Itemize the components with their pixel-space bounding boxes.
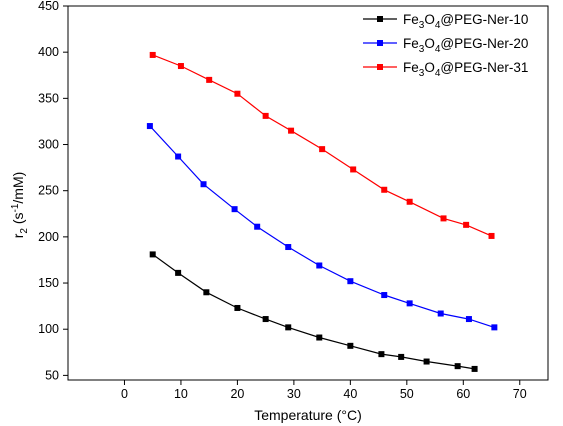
data-point — [319, 146, 326, 153]
data-point — [465, 316, 472, 323]
legend-label-post: @PEG-Ner-20 — [440, 36, 528, 51]
data-point — [437, 310, 444, 317]
y-axis-title-pre: (s — [10, 213, 26, 229]
x-axis-title: Temperature (°C) — [254, 407, 362, 423]
series-3 — [149, 51, 495, 239]
x-tick-label: 40 — [343, 387, 357, 401]
data-point — [406, 300, 413, 307]
data-point — [288, 127, 295, 134]
series-line — [152, 253, 475, 370]
data-point — [149, 251, 156, 258]
legend-label-mid: O — [424, 60, 435, 75]
data-point — [234, 90, 241, 97]
data-point — [381, 186, 388, 193]
data-point — [285, 324, 292, 331]
data-point — [406, 198, 413, 205]
series-1 — [149, 251, 478, 372]
data-point — [440, 215, 447, 222]
data-point — [200, 181, 207, 188]
legend-label-s2: 4 — [435, 44, 441, 55]
data-point — [381, 292, 388, 299]
legend-label-pre: Fe — [403, 36, 419, 51]
legend-label-s1: 3 — [419, 20, 425, 31]
legend-label-s2: 4 — [435, 20, 441, 31]
y-axis-title: r2 (s-1/mM) — [10, 172, 30, 239]
legend-label: Fe3O4@PEG-Ner-31 — [403, 60, 528, 79]
data-point — [146, 123, 153, 130]
legend-entry: Fe3O4@PEG-Ner-31 — [363, 60, 528, 79]
legend-label: Fe3O4@PEG-Ner-20 — [403, 36, 528, 55]
legend-label-pre: Fe — [403, 60, 419, 75]
plot-frame — [67, 5, 549, 381]
series-2 — [146, 123, 498, 331]
y-tick-label: 250 — [38, 184, 59, 198]
legend-label-post: @PEG-Ner-10 — [440, 12, 528, 27]
legend-label-s2: 4 — [435, 68, 441, 79]
data-point — [398, 353, 405, 360]
legend-entry: Fe3O4@PEG-Ner-20 — [363, 36, 528, 55]
x-tick-label: 30 — [287, 387, 301, 401]
data-point — [378, 351, 385, 358]
legend-label-s1: 3 — [419, 68, 425, 79]
x-tick-label: 10 — [174, 387, 188, 401]
y-tick-label: 150 — [38, 276, 59, 290]
y-axis-title-sub: 2 — [19, 228, 30, 234]
data-point — [234, 304, 241, 311]
x-tick-label: 0 — [121, 387, 128, 401]
data-point — [491, 324, 498, 331]
legend-label-post: @PEG-Ner-31 — [440, 60, 528, 75]
x-tick-label: 70 — [513, 387, 527, 401]
y-axis-title-sup: -1 — [10, 203, 21, 212]
legend-label: Fe3O4@PEG-Ner-10 — [403, 12, 528, 31]
data-point — [350, 166, 357, 173]
data-point — [175, 269, 182, 276]
data-point — [177, 63, 184, 70]
data-point — [347, 278, 354, 285]
y-axis-title-base: r — [10, 233, 26, 238]
data-point — [471, 365, 478, 372]
series-line — [149, 125, 495, 328]
legend-label-mid: O — [424, 36, 435, 51]
data-point — [347, 342, 354, 349]
legend-entry: Fe3O4@PEG-Ner-10 — [363, 12, 528, 31]
data-point — [316, 262, 323, 269]
data-point — [285, 244, 292, 251]
legend-label-mid: O — [424, 12, 435, 27]
y-tick-label: 400 — [38, 45, 59, 59]
legend-marker — [377, 64, 383, 70]
y-tick-label: 100 — [38, 322, 59, 336]
data-point — [454, 363, 461, 370]
data-point — [254, 223, 261, 230]
legend-marker — [377, 16, 383, 22]
data-point — [488, 232, 495, 239]
y-tick-label: 300 — [38, 138, 59, 152]
y-tick-label: 50 — [45, 368, 59, 382]
data-point — [231, 206, 238, 213]
y-tick-label: 450 — [38, 0, 59, 13]
legend-label-s1: 3 — [419, 44, 425, 55]
data-point — [206, 76, 213, 83]
data-point — [262, 112, 269, 119]
data-point — [262, 316, 269, 323]
y-tick-label: 200 — [38, 230, 59, 244]
data-point — [463, 221, 470, 228]
data-point — [149, 51, 156, 58]
y-tick-label: 350 — [38, 91, 59, 105]
series-line — [152, 54, 492, 237]
data-point — [316, 334, 323, 341]
data-point — [423, 358, 430, 365]
x-tick-label: 20 — [230, 387, 244, 401]
y-axis-title-post: /mM) — [10, 172, 26, 204]
legend-marker — [377, 40, 383, 46]
x-tick-label: 50 — [400, 387, 414, 401]
legend-label-pre: Fe — [403, 12, 419, 27]
data-point — [203, 289, 210, 296]
x-tick-label: 60 — [456, 387, 470, 401]
data-point — [175, 153, 182, 160]
